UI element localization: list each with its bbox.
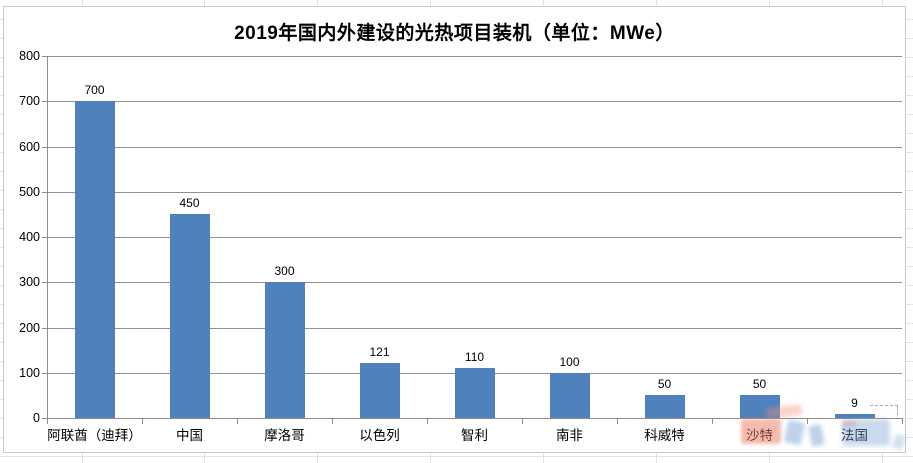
y-gridline bbox=[47, 191, 902, 193]
y-tick-label: 500 bbox=[19, 184, 40, 199]
y-tick-mark bbox=[42, 418, 47, 419]
x-axis-line bbox=[47, 418, 903, 419]
bar-value-label: 9 bbox=[851, 396, 858, 410]
bar-value-label: 300 bbox=[274, 264, 295, 278]
x-category-label: 智利 bbox=[461, 428, 488, 443]
y-tick-mark bbox=[42, 327, 47, 329]
y-tick-mark bbox=[42, 372, 47, 374]
y-gridline bbox=[47, 101, 902, 103]
y-tick-label: 200 bbox=[19, 320, 40, 335]
bar-沙特 bbox=[739, 395, 780, 418]
bar-科威特 bbox=[644, 395, 685, 418]
x-category-label: 南非 bbox=[556, 428, 583, 443]
y-gridline bbox=[47, 56, 902, 57]
y-tick-label: 700 bbox=[19, 94, 40, 109]
y-gridline bbox=[47, 237, 902, 238]
y-tick-mark bbox=[42, 237, 47, 238]
plot-area: 0 100 200 300 400 500 600 700 800 700 阿联酋（迪拜） 450 中国… bbox=[4, 7, 905, 452]
y-tick-mark bbox=[42, 191, 47, 193]
x-tick-mark bbox=[332, 419, 333, 424]
y-tick-mark bbox=[42, 282, 47, 284]
y-gridline bbox=[47, 327, 902, 329]
bar-value-label: 700 bbox=[84, 83, 105, 97]
bar-智利 bbox=[454, 368, 495, 418]
bar-中国 bbox=[169, 214, 210, 418]
y-tick-mark bbox=[42, 146, 47, 148]
x-tick-mark bbox=[47, 419, 48, 424]
x-category-label: 阿联酋（迪拜） bbox=[47, 428, 142, 443]
bar-value-label: 50 bbox=[752, 377, 767, 391]
bar-摩洛哥 bbox=[264, 282, 305, 418]
bar-chart: 2019年国内外建设的光热项目装机（单位：MWe） 0 100 200 300 400 5… bbox=[3, 6, 906, 453]
y-gridline bbox=[47, 282, 902, 284]
x-tick-mark bbox=[237, 419, 238, 424]
y-tick-label: 300 bbox=[19, 275, 40, 290]
x-category-label: 科威特 bbox=[644, 428, 685, 443]
bar-以色列 bbox=[359, 363, 400, 418]
x-tick-mark bbox=[427, 419, 428, 424]
x-tick-mark bbox=[617, 419, 618, 424]
bar-value-label: 100 bbox=[559, 355, 580, 369]
y-gridline bbox=[47, 146, 902, 148]
bar-法国 bbox=[834, 414, 875, 418]
x-tick-mark bbox=[142, 419, 143, 424]
y-tick-label: 400 bbox=[19, 230, 40, 244]
x-category-label: 中国 bbox=[176, 428, 203, 443]
x-category-label: 摩洛哥 bbox=[264, 428, 305, 443]
bar-value-label: 121 bbox=[369, 345, 390, 359]
x-category-label: 法国 bbox=[841, 428, 868, 443]
bar-value-label: 50 bbox=[657, 377, 672, 391]
y-axis-line bbox=[47, 56, 48, 418]
y-tick-mark bbox=[42, 56, 47, 57]
bar-value-label: 110 bbox=[464, 350, 485, 364]
y-tick-label: 100 bbox=[19, 365, 40, 380]
chart-title: 2019年国内外建设的光热项目装机（单位：MWe） bbox=[234, 23, 675, 44]
bar-value-label: 450 bbox=[179, 196, 200, 210]
bar-南非 bbox=[549, 373, 590, 418]
bar-阿联酋（迪拜） bbox=[74, 101, 115, 418]
y-tick-mark bbox=[42, 101, 47, 103]
y-tick-label: 0 bbox=[33, 411, 40, 425]
x-tick-mark bbox=[522, 419, 523, 424]
x-tick-mark bbox=[807, 419, 808, 424]
y-tick-label: 800 bbox=[19, 49, 40, 63]
x-category-label: 以色列 bbox=[359, 428, 400, 443]
y-tick-label: 600 bbox=[19, 139, 40, 154]
x-tick-mark bbox=[902, 419, 903, 424]
x-tick-mark bbox=[712, 419, 713, 424]
